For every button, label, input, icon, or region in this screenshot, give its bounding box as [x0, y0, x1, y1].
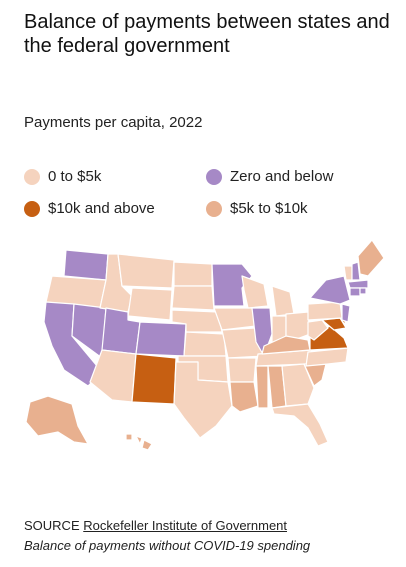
state-south-dakota — [171, 285, 215, 311]
state-florida — [271, 403, 329, 447]
state-arkansas — [227, 357, 257, 383]
state-michigan — [271, 285, 295, 317]
state-hawaii-1 — [125, 433, 133, 441]
us-states-map — [25, 239, 385, 451]
state-connecticut — [349, 287, 361, 297]
state-new-jersey — [341, 303, 351, 323]
source-line: SOURCE Rockefeller Institute of Governme… — [24, 518, 287, 533]
legend-swatch — [24, 200, 40, 217]
state-ohio — [285, 311, 311, 341]
state-new-york — [309, 275, 351, 305]
legend-label: $5k to $10k — [230, 200, 308, 217]
state-north-dakota — [173, 261, 213, 287]
state-georgia — [281, 363, 315, 407]
legend-label: $10k and above — [48, 200, 155, 217]
legend-item-zero-below: Zero and below — [206, 168, 333, 185]
state-vermont — [343, 265, 353, 281]
state-rhode-island — [359, 287, 367, 295]
state-colorado — [135, 321, 187, 357]
state-maine — [357, 239, 385, 277]
state-texas — [173, 361, 233, 439]
chart-title: Balance of payments between states and t… — [24, 11, 390, 57]
legend-swatch — [24, 168, 40, 185]
legend-swatch — [206, 168, 222, 185]
source-link[interactable]: Rockefeller Institute of Government — [83, 518, 288, 533]
legend-item-5-10k: $5k to $10k — [206, 200, 308, 217]
legend-label: Zero and below — [230, 168, 334, 185]
state-kentucky — [261, 335, 311, 355]
state-west-virginia — [307, 319, 329, 341]
state-hawaii-3 — [141, 439, 153, 451]
state-new-hampshire — [351, 261, 361, 281]
state-iowa — [213, 307, 257, 331]
state-new-mexico — [131, 353, 177, 405]
state-louisiana — [229, 381, 259, 413]
state-arizona — [89, 349, 137, 403]
chart-subtitle: Payments per capita, 2022 — [24, 114, 203, 131]
source-prefix: SOURCE — [24, 518, 80, 533]
legend-item-10k-above: $10k and above — [24, 200, 155, 217]
footnote: Balance of payments without COVID-19 spe… — [24, 538, 311, 553]
state-hawaii-2 — [135, 435, 143, 445]
state-mississippi — [255, 365, 269, 409]
state-washington — [63, 249, 109, 281]
state-pennsylvania — [307, 301, 343, 321]
legend-label: 0 to $5k — [48, 168, 102, 185]
legend-swatch — [206, 200, 222, 217]
state-minnesota — [211, 263, 253, 307]
state-montana — [117, 253, 175, 289]
state-massachusetts — [347, 279, 369, 289]
state-alaska — [25, 395, 89, 445]
state-wisconsin — [241, 275, 269, 309]
legend-item-0-5k: 0 to $5k — [24, 168, 101, 185]
state-wyoming — [127, 287, 173, 321]
state-kansas — [183, 331, 227, 357]
